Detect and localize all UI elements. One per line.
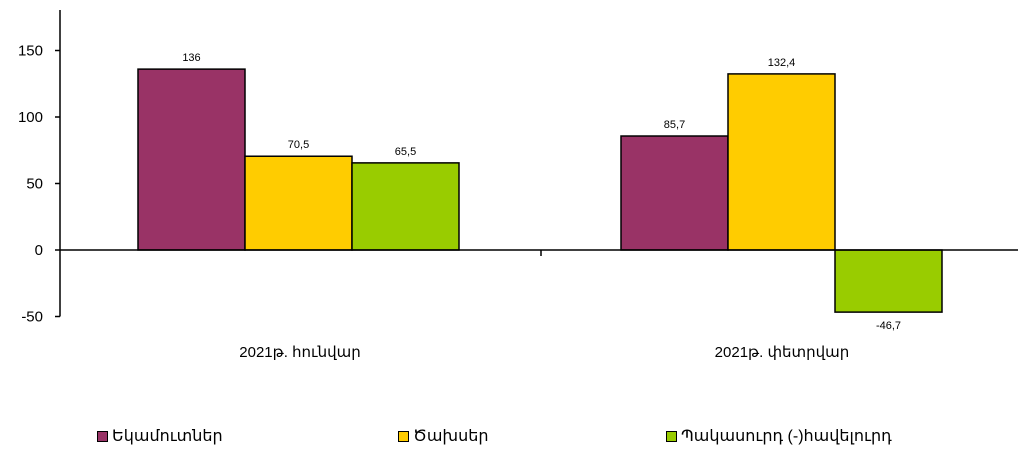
- legend-item: Պակասուրդ (-)հավելուրդ: [666, 426, 892, 446]
- bar: [137, 68, 246, 251]
- x-axis: 2021թ. հունվար 2021թ. փետրվար: [60, 249, 1018, 361]
- bar: [727, 73, 836, 251]
- bar-chart: 150 100 50 0 -50 136 70,5 65,5 85,7 132,4 -46,7 2…: [18, 10, 1018, 361]
- y-tick-label: 0: [35, 242, 43, 259]
- data-label: -46,7: [876, 320, 901, 332]
- legend-label: Եկամուտներ: [112, 428, 223, 445]
- data-label: 65,5: [395, 146, 416, 158]
- legend-label: Ծախսեր: [413, 428, 489, 445]
- legend-item: Ծախսեր: [398, 426, 489, 446]
- legend-swatch: [97, 430, 108, 442]
- bar: [620, 135, 729, 251]
- x-category-label: 2021թ. հունվար: [239, 344, 360, 361]
- legend-item: Եկամուտներ: [97, 426, 223, 446]
- bar: [244, 155, 353, 251]
- legend-label: Պակասուրդ (-)հավելուրդ: [681, 428, 892, 445]
- y-tick-label: 100: [18, 109, 43, 126]
- data-label: 85,7: [664, 119, 685, 131]
- legend-swatch: [398, 430, 409, 442]
- bars: 136 70,5 65,5 85,7 132,4 -46,7: [137, 52, 943, 332]
- bar: [834, 249, 943, 313]
- y-tick-label: -50: [21, 309, 43, 326]
- y-axis: 150 100 50 0 -50: [18, 10, 61, 326]
- data-label: 136: [182, 52, 200, 64]
- data-label: 70,5: [288, 139, 309, 151]
- data-label: 132,4: [768, 57, 796, 69]
- y-tick-label: 150: [18, 43, 43, 60]
- y-tick-label: 50: [26, 176, 43, 193]
- legend-swatch: [666, 430, 677, 442]
- x-category-label: 2021թ. փետրվար: [715, 344, 850, 361]
- legend: Եկամուտներ Ծախսեր Պակասուրդ (-)հավելուրդ: [0, 426, 1018, 452]
- bar: [351, 162, 460, 251]
